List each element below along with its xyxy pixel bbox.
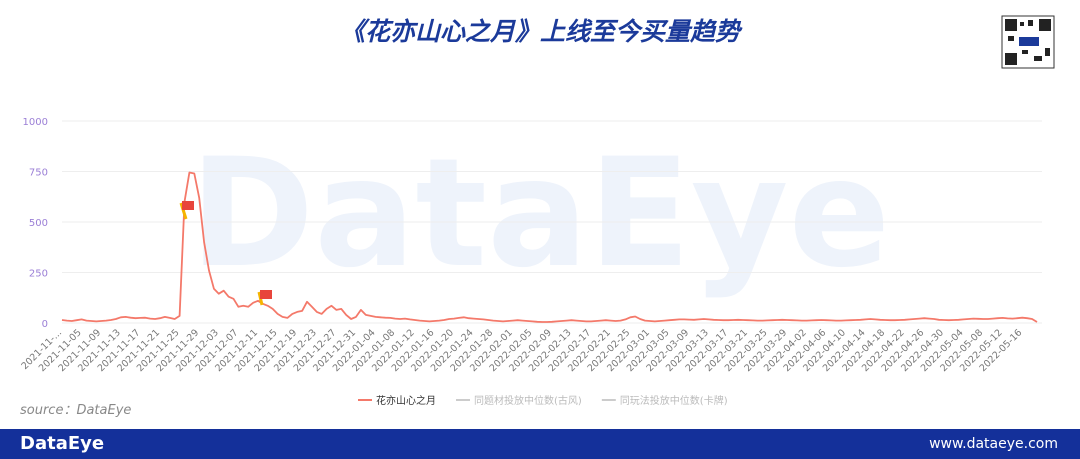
legend-label: 同玩法投放中位数(卡牌) xyxy=(620,394,728,407)
y-tick-label: 1000 xyxy=(23,117,48,128)
footer-brand: DataEye xyxy=(20,433,104,454)
y-tick-label: 500 xyxy=(29,218,48,229)
source: source：DataEye xyxy=(20,403,131,418)
y-tick-label: 0 xyxy=(42,319,48,330)
event-flags xyxy=(179,201,272,306)
footer-bar xyxy=(0,429,1080,459)
title: 《花亦山心之月》上线至今买量趋势 xyxy=(340,17,743,46)
y-tick-label: 250 xyxy=(29,269,48,280)
data-line xyxy=(61,171,1038,323)
legend-label: 花亦山心之月 xyxy=(376,394,436,407)
watermark: DataEye xyxy=(190,127,891,301)
legend-label: 同题材投放中位数(古风) xyxy=(474,394,582,407)
qr-code xyxy=(1001,15,1055,69)
y-tick-label: 750 xyxy=(29,168,48,179)
footer-url: www.dataeye.com xyxy=(929,436,1058,452)
legend: 花亦山心之月 同题材投放中位数(古风) 同玩法投放中位数(卡牌) xyxy=(358,394,728,407)
